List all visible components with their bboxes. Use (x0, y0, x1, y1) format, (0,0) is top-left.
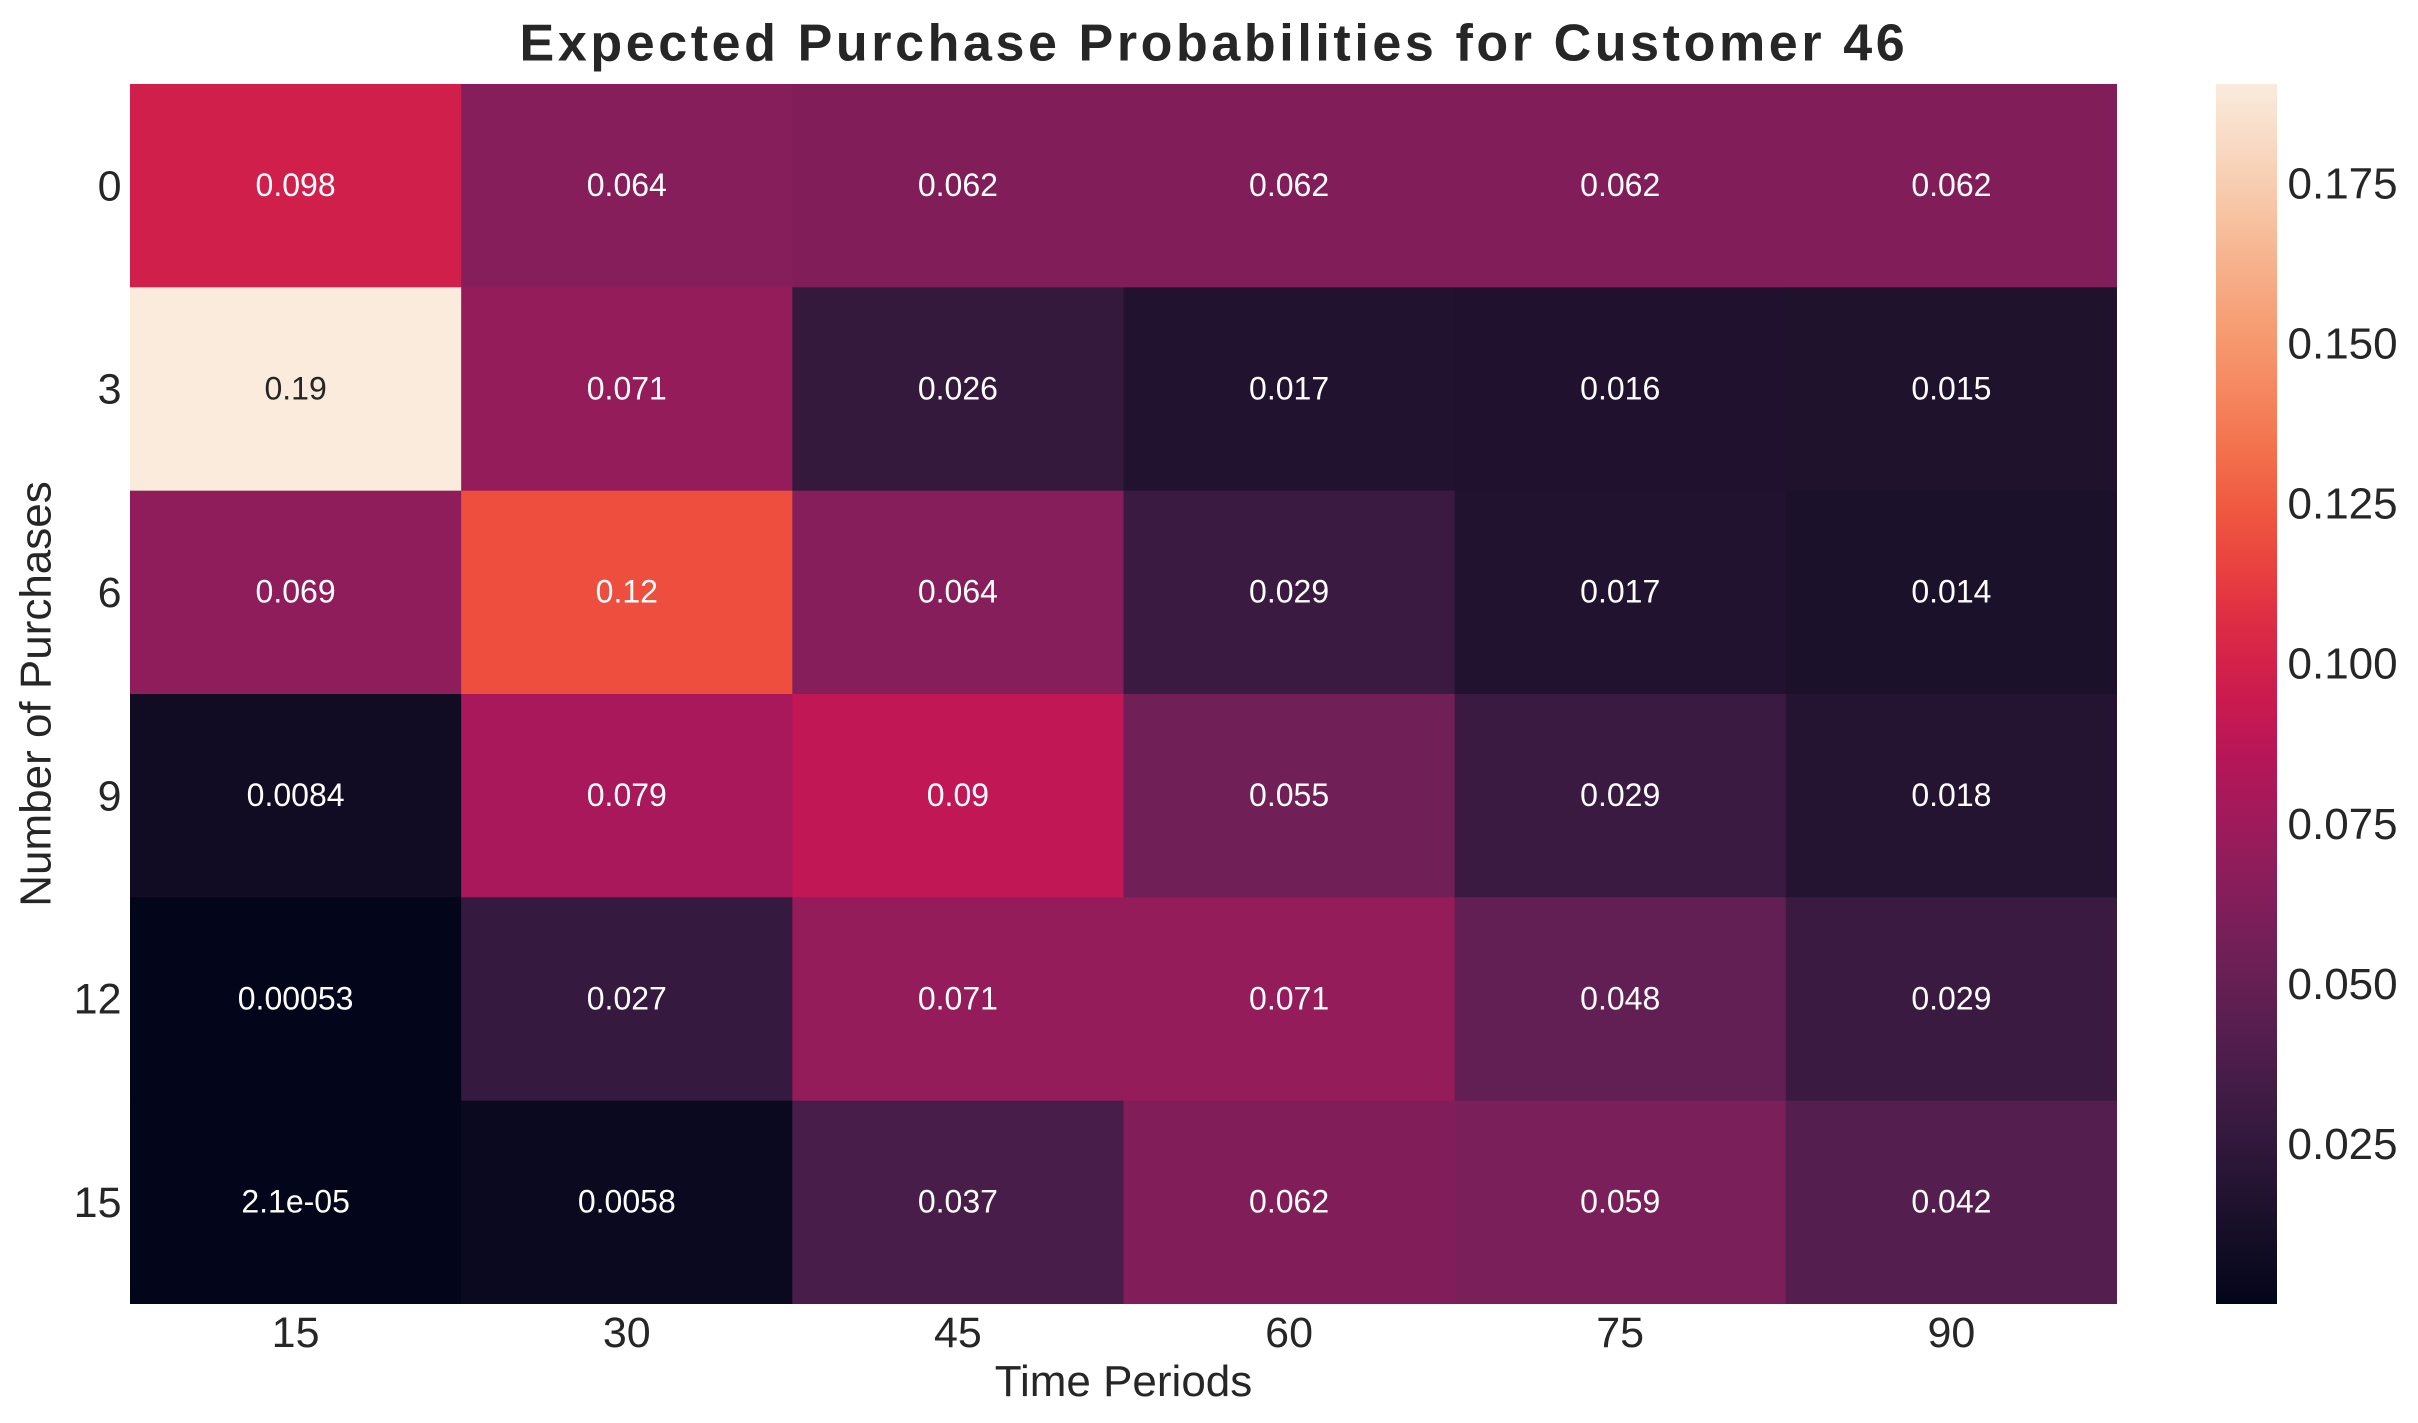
svg-text:0.0084: 0.0084 (247, 777, 345, 813)
svg-text:0: 0 (98, 162, 122, 210)
svg-text:0.071: 0.071 (918, 980, 998, 1016)
svg-text:0.025: 0.025 (2288, 1120, 2398, 1169)
svg-text:0.026: 0.026 (918, 370, 998, 406)
svg-text:45: 45 (934, 1309, 982, 1357)
svg-text:60: 60 (1265, 1309, 1313, 1357)
svg-text:0.059: 0.059 (1580, 1184, 1660, 1220)
svg-text:0.017: 0.017 (1580, 574, 1660, 610)
svg-text:0.027: 0.027 (587, 980, 667, 1016)
svg-text:12: 12 (74, 976, 122, 1024)
svg-text:0.014: 0.014 (1911, 574, 1991, 610)
svg-text:15: 15 (272, 1309, 320, 1357)
svg-text:0.062: 0.062 (1580, 167, 1660, 203)
svg-text:0.062: 0.062 (1911, 167, 1991, 203)
svg-text:0.071: 0.071 (587, 370, 667, 406)
svg-text:0.037: 0.037 (918, 1184, 998, 1220)
svg-text:0.064: 0.064 (918, 574, 998, 610)
svg-text:Number of Purchases: Number of Purchases (12, 481, 61, 907)
svg-text:9: 9 (98, 772, 122, 820)
svg-text:3: 3 (98, 366, 122, 414)
svg-text:0.018: 0.018 (1911, 777, 1991, 813)
svg-text:Time Periods: Time Periods (995, 1357, 1253, 1406)
svg-text:0.029: 0.029 (1249, 574, 1329, 610)
svg-text:0.175: 0.175 (2288, 159, 2398, 208)
svg-text:0.029: 0.029 (1911, 980, 1991, 1016)
svg-text:0.100: 0.100 (2288, 640, 2398, 689)
svg-text:0.064: 0.064 (587, 167, 667, 203)
svg-text:0.015: 0.015 (1911, 370, 1991, 406)
svg-text:0.150: 0.150 (2288, 319, 2398, 368)
svg-text:0.19: 0.19 (264, 370, 326, 406)
svg-text:0.09: 0.09 (927, 777, 989, 813)
svg-text:0.048: 0.048 (1580, 980, 1660, 1016)
svg-text:2.1e-05: 2.1e-05 (241, 1184, 350, 1220)
svg-text:0.098: 0.098 (256, 167, 336, 203)
svg-text:0.075: 0.075 (2288, 800, 2398, 849)
svg-text:0.071: 0.071 (1249, 980, 1329, 1016)
svg-text:0.042: 0.042 (1911, 1184, 1991, 1220)
svg-text:0.125: 0.125 (2288, 480, 2398, 529)
svg-text:90: 90 (1927, 1309, 1975, 1357)
svg-text:0.069: 0.069 (256, 574, 336, 610)
svg-text:0.062: 0.062 (1249, 1184, 1329, 1220)
svg-text:0.079: 0.079 (587, 777, 667, 813)
svg-text:0.017: 0.017 (1249, 370, 1329, 406)
svg-text:0.062: 0.062 (918, 167, 998, 203)
svg-text:75: 75 (1596, 1309, 1644, 1357)
svg-text:0.029: 0.029 (1580, 777, 1660, 813)
svg-text:0.050: 0.050 (2288, 960, 2398, 1009)
svg-text:0.00053: 0.00053 (238, 980, 354, 1016)
svg-text:0.055: 0.055 (1249, 777, 1329, 813)
svg-text:0.0058: 0.0058 (578, 1184, 676, 1220)
svg-text:30: 30 (603, 1309, 651, 1357)
svg-text:0.016: 0.016 (1580, 370, 1660, 406)
svg-text:Expected Purchase Probabilitie: Expected Purchase Probabilities for Cust… (520, 14, 1909, 72)
svg-text:15: 15 (74, 1179, 122, 1227)
svg-text:6: 6 (98, 569, 122, 617)
svg-text:0.062: 0.062 (1249, 167, 1329, 203)
svg-text:0.12: 0.12 (596, 574, 658, 610)
